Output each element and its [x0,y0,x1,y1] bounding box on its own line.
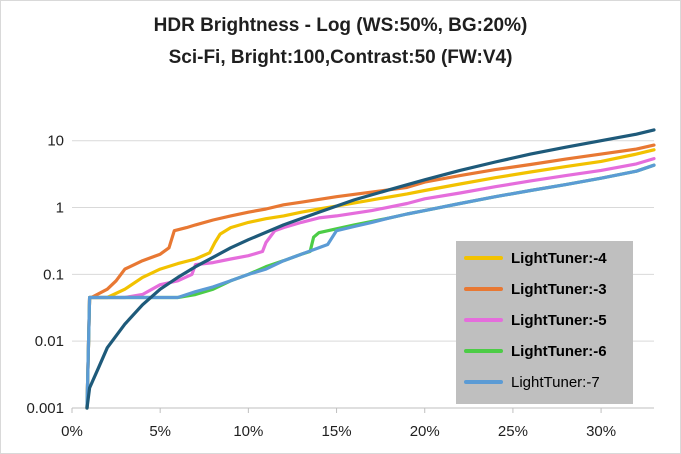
series-layer [85,128,656,410]
x-tick-label: 30% [586,423,616,440]
y-tick-label: 0.001 [26,400,64,417]
x-tick-label: 25% [498,423,528,440]
x-tick-label: 5% [149,423,171,440]
x-tick-label: 0% [61,423,83,440]
legend-label: LightTuner:-4 [511,250,607,267]
legend-label: LightTuner:-5 [511,312,607,329]
axes: 0.001 0.01 0.1 1 10 0% 5% 10% 15% 20% 25% 30% [26,133,654,440]
legend-label: LightTuner:-7 [511,374,600,391]
x-tick-label: 10% [233,423,263,440]
y-tick-label: 1 [56,200,64,217]
x-tick-label: 20% [410,423,440,440]
series-line-0 [85,148,656,410]
series-line-1 [85,143,656,410]
series-line-5 [85,128,656,410]
legend: LightTuner:-4 LightTuner:-3 LightTuner:-5 L… [456,241,633,404]
y-tick-label: 0.01 [35,333,64,350]
chart-title-line-1: HDR Brightness - Log (WS:50%, BG:20%) [154,15,528,36]
series-line-4 [85,163,656,410]
legend-label: LightTuner:-3 [511,281,607,298]
legend-label: LightTuner:-6 [511,343,607,360]
y-tick-label: 0.1 [43,266,64,283]
chart-title-line-2: Sci-Fi, Bright:100,Contrast:50 (FW:V4) [169,47,513,68]
x-tick-label: 15% [322,423,352,440]
legend-box [456,241,633,404]
series-line-2 [85,157,656,410]
y-tick-label: 10 [47,133,64,150]
